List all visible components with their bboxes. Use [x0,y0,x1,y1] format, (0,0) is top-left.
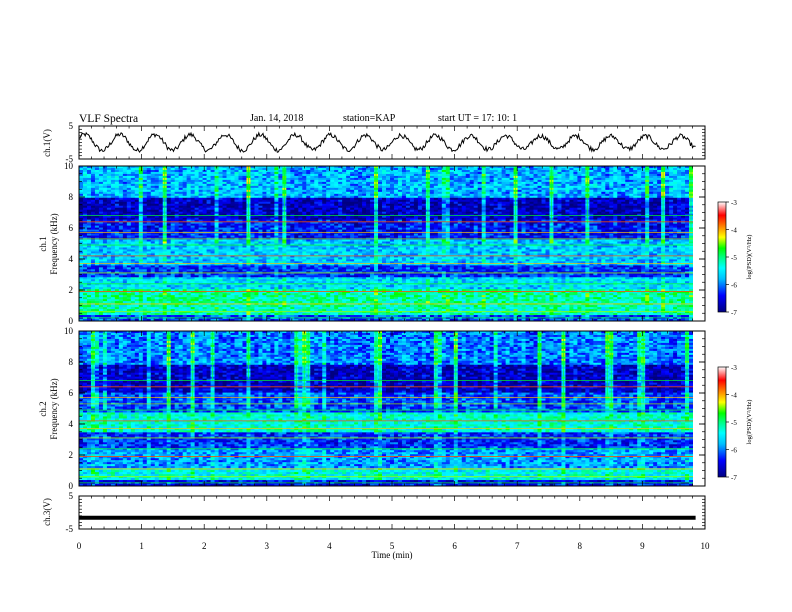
ch1-spectrogram-panel [79,166,693,321]
vlf-spectra-figure: -3-4-5-6-7log(PSD)(V²/Hz)-3-4-5-6-7log(P… [0,0,792,612]
ch1-waveform-panel [79,133,696,152]
ch1-waveform-trace [79,133,696,152]
